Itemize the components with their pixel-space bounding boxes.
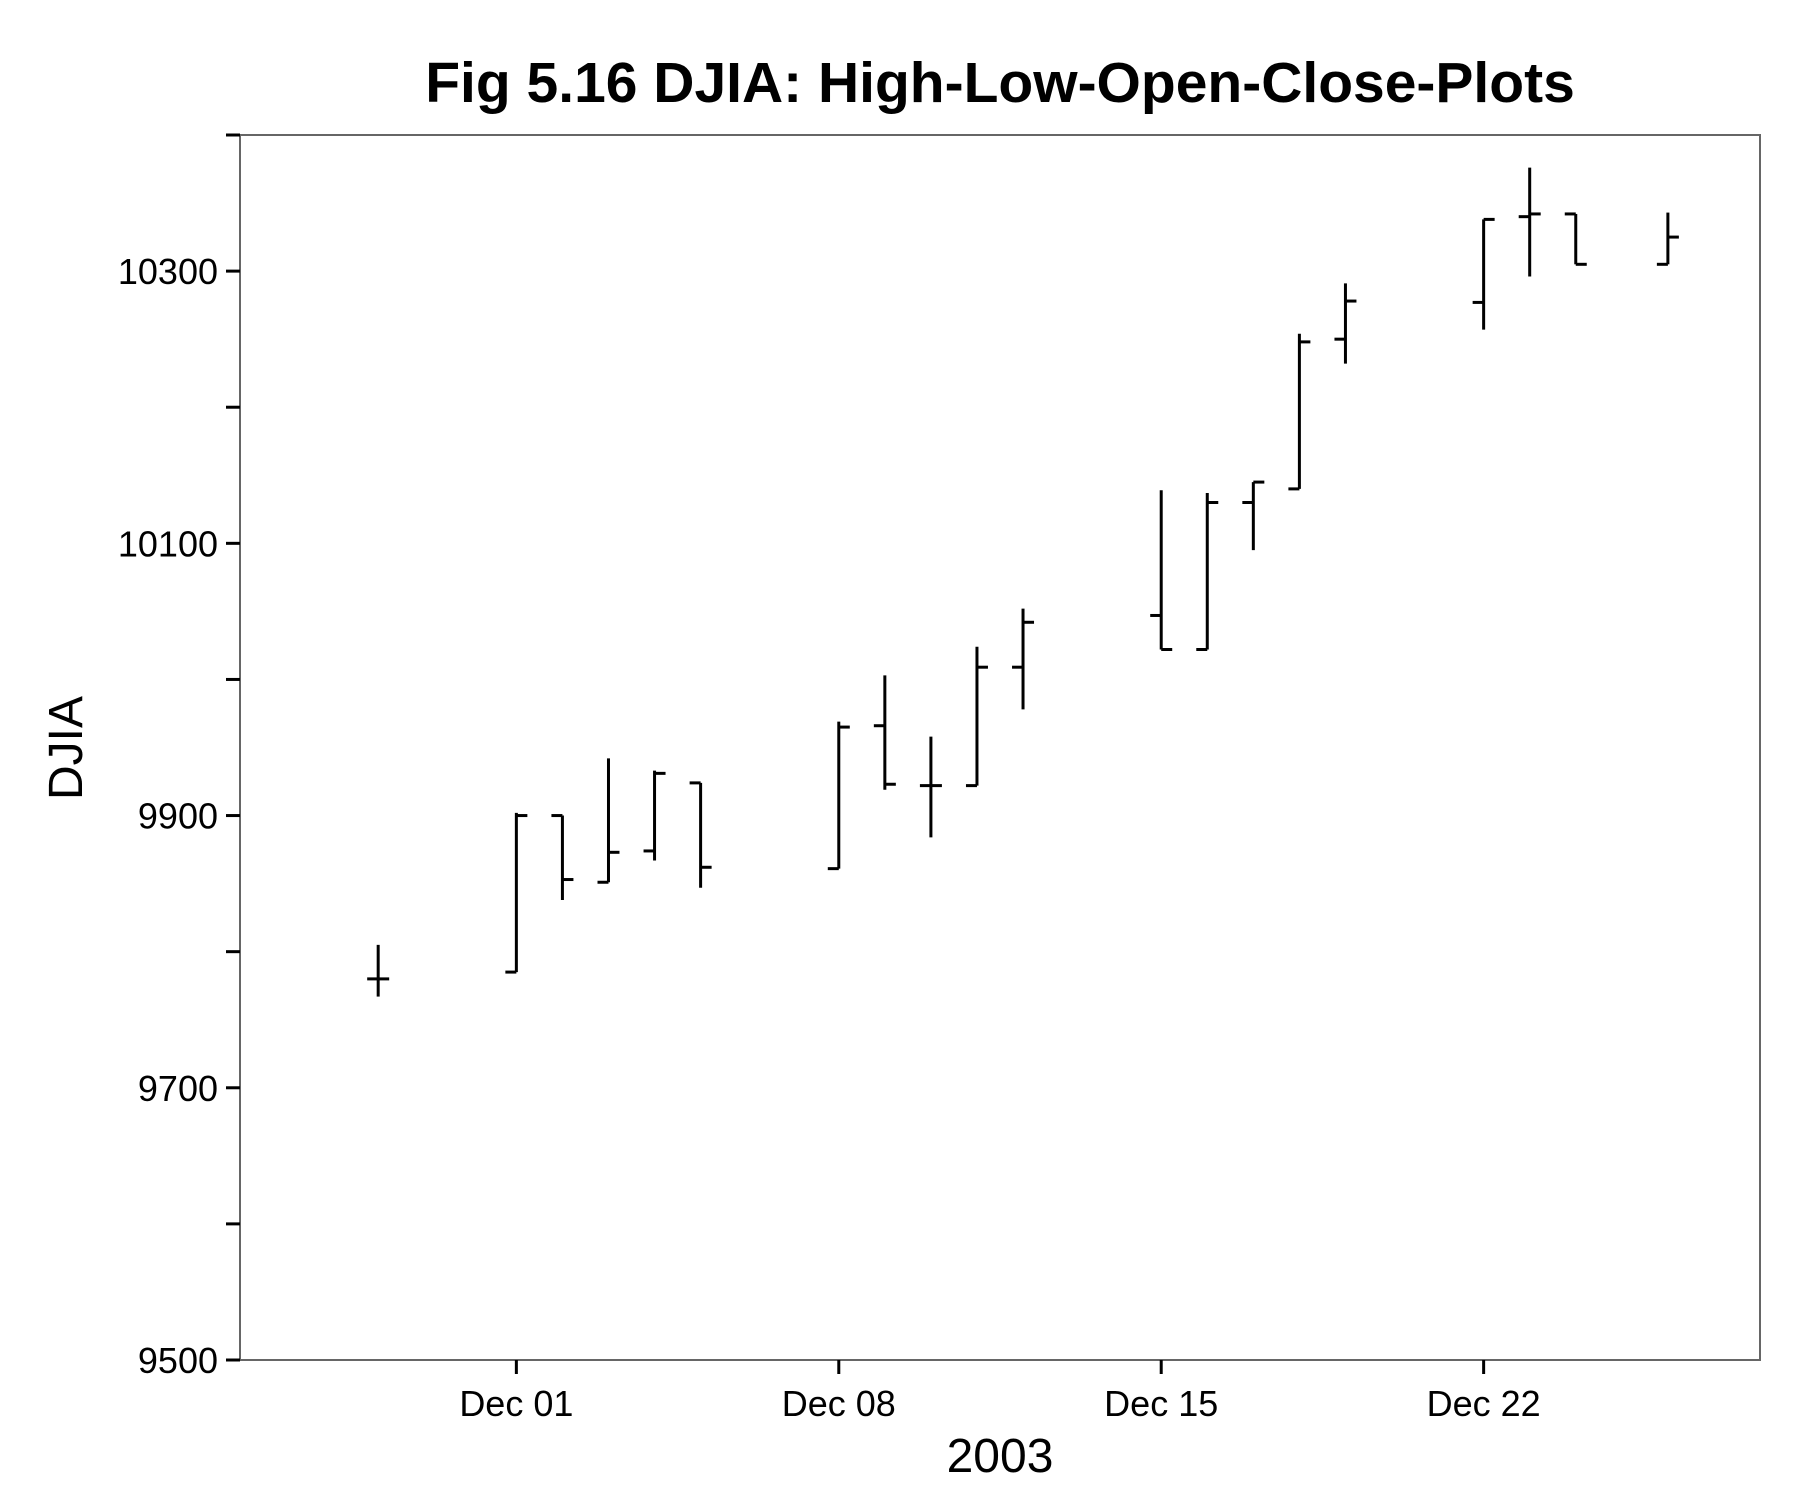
ohlc-bar: [367, 944, 390, 997]
y-tick-label: 9900: [138, 796, 218, 837]
ohlc-bar: [551, 814, 574, 900]
plot-panel: [239, 134, 1761, 1361]
ohlc-bar: [1012, 608, 1035, 710]
ohlc-bar: [965, 646, 988, 788]
ohlc-bar: [1196, 492, 1219, 651]
ohlc-bar: [1150, 490, 1173, 651]
x-axis: Dec 01 Dec 08 Dec 15 Dec 22: [459, 1360, 1541, 1424]
ohlc-bar: [505, 812, 528, 974]
ohlc-bar: [689, 781, 712, 888]
ohlc-bar: [1334, 283, 1357, 364]
ohlc-bar: [597, 758, 620, 884]
ohlc-bar: [1564, 212, 1587, 266]
ohlc-bar: [873, 675, 896, 790]
ohlc-bar: [1288, 333, 1311, 491]
x-tick-label: Dec 08: [782, 1383, 896, 1424]
ohlc-bars: [367, 167, 1679, 997]
ohlc-bar: [1656, 212, 1679, 266]
x-tick-label: Dec 01: [459, 1383, 573, 1424]
ohlc-bar: [1242, 480, 1265, 551]
y-axis-title: DJIA: [40, 696, 93, 800]
ohlc-bar: [1472, 217, 1495, 330]
y-tick-label: 10100: [118, 523, 218, 564]
ohlc-bar: [1518, 167, 1541, 277]
y-axis: 9500 9700 9900 10100 10300: [118, 133, 240, 1381]
y-tick-label: 10300: [118, 251, 218, 292]
ohlc-bar: [643, 770, 666, 861]
ohlc-bar: [827, 721, 850, 871]
y-tick-label: 9500: [138, 1340, 218, 1381]
chart-title: Fig 5.16 DJIA: High-Low-Open-Close-Plots: [425, 51, 1575, 115]
x-tick-label: Dec 22: [1427, 1383, 1541, 1424]
x-tick-label: Dec 15: [1104, 1383, 1218, 1424]
y-tick-label: 9700: [138, 1068, 218, 1109]
ohlc-bar: [919, 736, 942, 838]
x-axis-title: 2003: [947, 1430, 1054, 1483]
